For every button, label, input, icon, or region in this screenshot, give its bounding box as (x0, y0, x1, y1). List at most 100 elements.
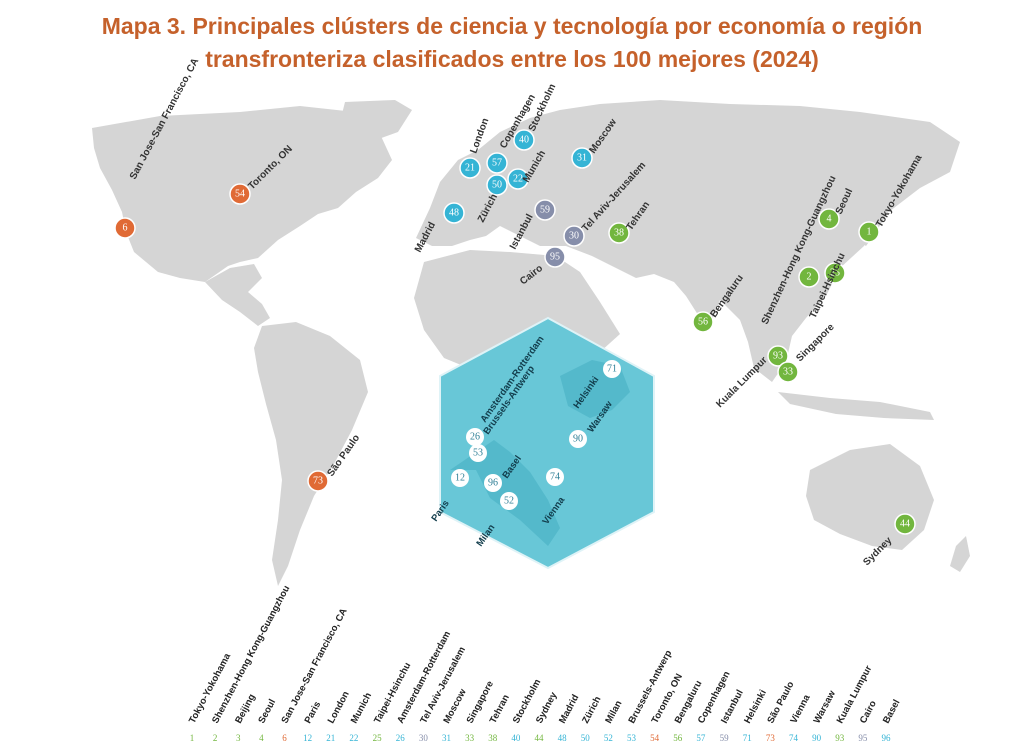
australia-landmass (806, 444, 934, 550)
legend-rank: 25 (373, 733, 383, 743)
marker-rank: 44 (900, 519, 910, 530)
inset-dot (569, 430, 587, 448)
legend-name: Munich (349, 691, 374, 726)
marker-rank: 54 (235, 189, 245, 200)
legend-name: Paris (303, 700, 324, 726)
legend-rank: 22 (349, 733, 358, 743)
legend-name: Seoul (256, 697, 278, 725)
inset-rank: 52 (504, 496, 514, 507)
legend-item-vienna: Vienna 74 (788, 692, 813, 743)
legend-rank: 57 (696, 733, 706, 743)
legend-rank: 21 (326, 733, 335, 743)
marker-dot (571, 147, 593, 169)
eurasia-landmass (416, 100, 960, 382)
south-america-landmass (254, 322, 368, 586)
marker-dot (824, 262, 846, 284)
marker-label: Singapore (794, 321, 837, 364)
inset-dot (546, 468, 564, 486)
marker-dot (443, 202, 465, 224)
marker-rank: 73 (313, 476, 323, 487)
legend-rank: 26 (396, 733, 406, 743)
marker-dot (563, 225, 585, 247)
marker-rank: 57 (492, 158, 502, 169)
legend-rank: 30 (419, 733, 429, 743)
legend-rank: 1 (190, 733, 195, 743)
legend-rank: 95 (858, 733, 868, 743)
legend-rank: 12 (303, 733, 312, 743)
central-america-landmass (205, 264, 270, 326)
marker-dot (894, 513, 916, 535)
inset-dot (603, 360, 621, 378)
legend-name: Beijing (233, 692, 258, 725)
legend-rank: 3 (236, 733, 241, 743)
marker-rank: 2 (807, 272, 812, 283)
marker-dot (459, 157, 481, 179)
legend-name: Milan (603, 699, 624, 726)
marker-rank: 6 (123, 223, 128, 234)
inset-dot (466, 428, 484, 446)
marker-rank: 40 (519, 135, 529, 146)
legend-name: Cairo (858, 699, 879, 726)
legend-rank: 96 (882, 733, 892, 743)
marker-dot (692, 311, 714, 333)
legend-item-tehran: Tehran 38 (488, 693, 512, 743)
marker-rank: 30 (569, 231, 579, 242)
marker-dot (534, 199, 556, 221)
marker-rank: 56 (698, 317, 708, 328)
legend-item-zurich: Zürich 50 (580, 694, 603, 743)
marker-rank: 25 (830, 268, 840, 279)
legend-name: Madrid (557, 693, 581, 726)
legend-item-beijing: Beijing 3 (233, 692, 258, 743)
marker-dot (767, 345, 789, 367)
marker-rank: 4 (827, 214, 832, 225)
legend-rank: 2 (213, 733, 218, 743)
legend-rank: 74 (789, 733, 799, 743)
legend-name: Zürich (580, 694, 603, 725)
marker-dot (513, 129, 535, 151)
inset-rank: 12 (455, 473, 465, 484)
inset-rank: 90 (573, 434, 583, 445)
legend-rank: 6 (282, 733, 287, 743)
legend-name: Tehran (488, 693, 512, 726)
legend-rank: 53 (627, 733, 637, 743)
legend-rank: 52 (604, 733, 613, 743)
marker-dot (544, 246, 566, 268)
legend-item-madrid: Madrid 48 (557, 693, 581, 743)
legend-rank: 48 (558, 733, 568, 743)
map-title: Mapa 3. Principales clústers de ciencia … (0, 10, 1024, 76)
marker-dot (798, 266, 820, 288)
legend-item-cairo: Cairo 95 (858, 699, 879, 743)
marker-dot (114, 217, 136, 239)
legend-item-paris: Paris 12 (303, 700, 324, 743)
marker-rank: 31 (577, 153, 587, 164)
legend-rank: 90 (812, 733, 822, 743)
marker-rank: 22 (513, 174, 523, 185)
indonesia-landmass (778, 392, 934, 420)
marker-dot (486, 152, 508, 174)
marker-rank: 48 (449, 208, 459, 219)
marker-dot (486, 174, 508, 196)
inset-dot (484, 474, 502, 492)
inset-rank: 96 (488, 478, 498, 489)
inset-rank: 53 (473, 448, 483, 459)
marker-rank: 38 (614, 228, 624, 239)
legend-name: Basel (881, 698, 903, 726)
marker-rank: 59 (540, 205, 550, 216)
legend-rank: 31 (442, 733, 451, 743)
marker-dot (858, 221, 880, 243)
marker-dot (777, 361, 799, 383)
legend-item-seoul: Seoul 4 (256, 697, 278, 743)
legend-rank: 54 (650, 733, 660, 743)
legend-rank: 56 (673, 733, 683, 743)
marker-dot (229, 183, 251, 205)
title-line-2: transfronteriza clasificados entre los 1… (205, 46, 819, 72)
legend-rank: 40 (511, 733, 521, 743)
legend-rank: 50 (581, 733, 591, 743)
legend-item-basel: Basel 96 (881, 698, 903, 743)
marker-rank: 33 (783, 367, 793, 378)
marker-rank: 50 (492, 180, 502, 191)
